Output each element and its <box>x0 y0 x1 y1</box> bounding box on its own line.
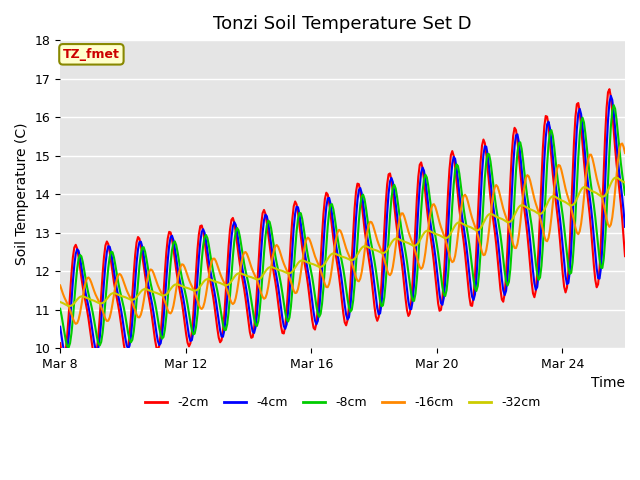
-16cm <box>618 141 626 146</box>
-4cm <box>607 93 614 99</box>
-8cm <box>465 241 473 247</box>
-2cm <box>468 303 476 309</box>
-2cm <box>56 340 64 346</box>
-16cm <box>621 150 629 156</box>
-16cm <box>413 254 420 260</box>
-32cm <box>66 303 74 309</box>
-4cm <box>62 351 70 357</box>
-32cm <box>282 269 289 275</box>
Title: Tonzi Soil Temperature Set D: Tonzi Soil Temperature Set D <box>213 15 472 33</box>
-2cm <box>605 86 613 92</box>
-32cm <box>465 224 473 229</box>
-32cm <box>612 175 620 180</box>
-8cm <box>282 310 289 315</box>
-8cm <box>65 345 72 350</box>
-32cm <box>621 180 629 185</box>
-2cm <box>282 323 289 329</box>
Line: -2cm: -2cm <box>60 89 625 358</box>
-32cm <box>125 296 133 302</box>
-16cm <box>125 293 133 299</box>
-4cm <box>468 294 476 300</box>
-16cm <box>468 215 476 221</box>
-4cm <box>465 271 473 276</box>
-8cm <box>413 276 420 282</box>
-16cm <box>282 264 289 270</box>
-16cm <box>242 249 250 255</box>
-4cm <box>125 343 133 349</box>
-8cm <box>242 268 250 274</box>
-2cm <box>413 195 420 201</box>
Line: -4cm: -4cm <box>60 96 625 354</box>
-32cm <box>413 242 420 248</box>
-8cm <box>610 102 618 108</box>
-32cm <box>468 225 476 231</box>
-16cm <box>465 204 473 210</box>
-2cm <box>465 294 473 300</box>
-16cm <box>72 321 79 327</box>
-2cm <box>59 355 67 360</box>
-8cm <box>468 265 476 271</box>
-4cm <box>282 326 289 332</box>
-4cm <box>621 224 629 230</box>
X-axis label: Time: Time <box>591 376 625 390</box>
-32cm <box>56 299 64 305</box>
-4cm <box>413 231 420 237</box>
-2cm <box>242 296 250 302</box>
Line: -8cm: -8cm <box>60 105 625 348</box>
-8cm <box>125 336 133 342</box>
Line: -32cm: -32cm <box>60 178 625 306</box>
-4cm <box>56 324 64 330</box>
Legend: -2cm, -4cm, -8cm, -16cm, -32cm: -2cm, -4cm, -8cm, -16cm, -32cm <box>140 391 545 414</box>
-8cm <box>56 306 64 312</box>
-4cm <box>242 282 250 288</box>
-2cm <box>621 253 629 259</box>
-2cm <box>125 332 133 338</box>
Text: TZ_fmet: TZ_fmet <box>63 48 120 61</box>
Y-axis label: Soil Temperature (C): Soil Temperature (C) <box>15 123 29 265</box>
-16cm <box>56 283 64 288</box>
Line: -16cm: -16cm <box>60 144 625 324</box>
-32cm <box>242 273 250 278</box>
-8cm <box>621 192 629 198</box>
